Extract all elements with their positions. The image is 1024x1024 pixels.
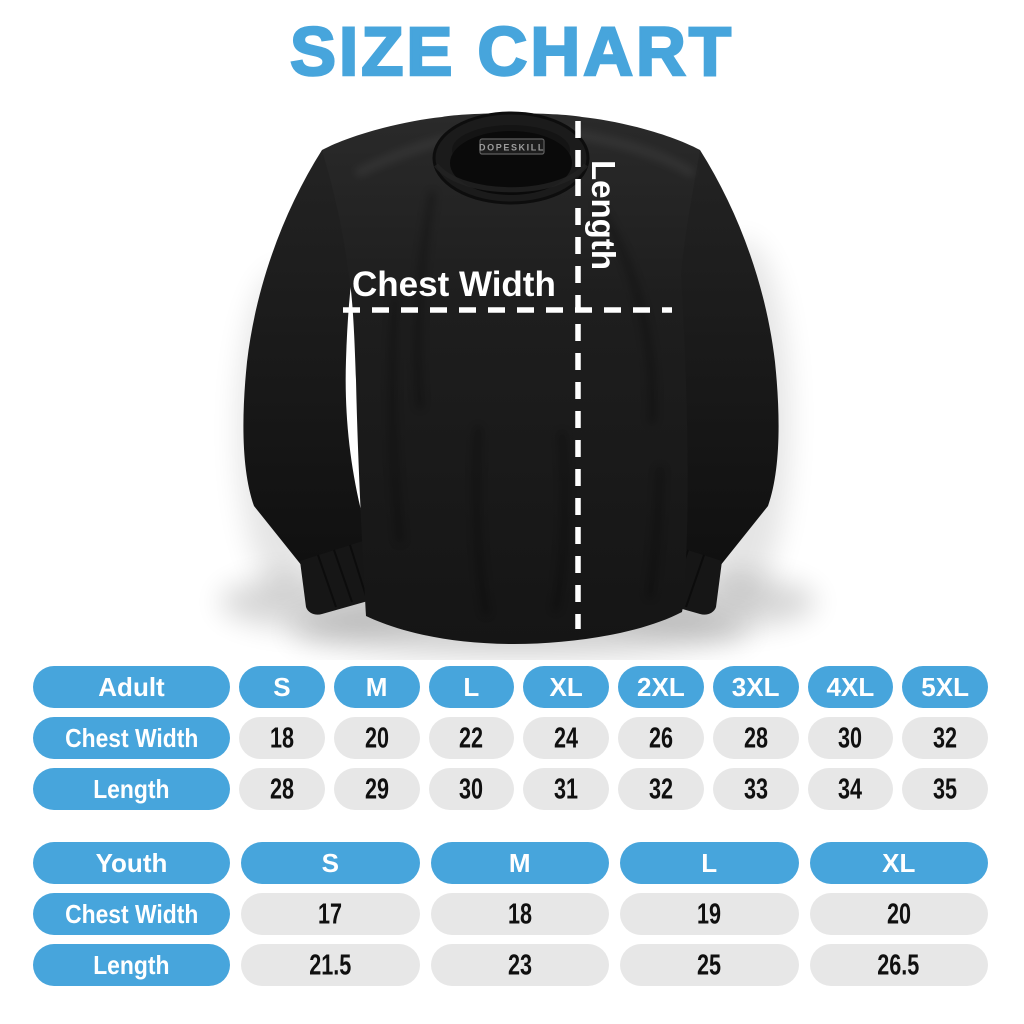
size-pill-xl: XL bbox=[523, 666, 609, 708]
adult-header-row: Adult S M L XL 2XL 3XL 4XL 5XL bbox=[33, 666, 988, 708]
youth-length-row: Length 21.5 23 25 26.5 bbox=[33, 944, 988, 986]
value-pill: 18 bbox=[239, 717, 325, 759]
size-pill-3xl: 3XL bbox=[712, 666, 799, 708]
shirt-body bbox=[322, 113, 700, 644]
adult-size-table: Adult S M L XL 2XL 3XL 4XL 5XL Chest Wid… bbox=[33, 666, 988, 810]
adult-chest-width-row: Chest Width 18 20 22 24 26 28 30 32 bbox=[33, 717, 988, 759]
value-pill: 22 bbox=[428, 717, 515, 759]
value-pill: 29 bbox=[333, 768, 420, 810]
value-pill: 19 bbox=[620, 893, 799, 935]
shirt-diagram: DOPESKILL Chest Width Length bbox=[0, 95, 1024, 660]
value-pill: 23 bbox=[430, 944, 609, 986]
row-label-pill: Length bbox=[33, 768, 230, 810]
youth-header-row: Youth S M L XL bbox=[33, 842, 988, 884]
collar: DOPESKILL bbox=[432, 111, 590, 205]
row-label-pill: Length bbox=[33, 944, 230, 986]
left-sleeve bbox=[243, 150, 385, 615]
value-pill: 35 bbox=[902, 768, 988, 810]
value-pill: 31 bbox=[523, 768, 609, 810]
value-pill: 24 bbox=[523, 717, 609, 759]
size-pill-s: S bbox=[239, 666, 325, 708]
row-label-pill: Chest Width bbox=[33, 717, 230, 759]
size-pill-l: L bbox=[428, 666, 515, 708]
value-pill: 20 bbox=[809, 893, 988, 935]
value-pill: 28 bbox=[712, 717, 799, 759]
brand-tag-label: DOPESKILL bbox=[479, 143, 545, 153]
value-pill: 33 bbox=[712, 768, 799, 810]
value-pill: 30 bbox=[428, 768, 515, 810]
value-pill: 32 bbox=[618, 768, 704, 810]
chest-width-label: Chest Width bbox=[352, 265, 556, 304]
adult-header-pill: Adult bbox=[33, 666, 230, 708]
value-pill: 28 bbox=[239, 768, 325, 810]
value-pill: 34 bbox=[807, 768, 894, 810]
size-pill-s: S bbox=[241, 842, 420, 884]
size-pill-m: M bbox=[430, 842, 609, 884]
value-pill: 20 bbox=[333, 717, 420, 759]
youth-header-pill: Youth bbox=[33, 842, 230, 884]
value-pill: 21.5 bbox=[241, 944, 420, 986]
brand-tag bbox=[479, 138, 545, 155]
value-pill: 18 bbox=[430, 893, 609, 935]
value-pill: 32 bbox=[902, 717, 988, 759]
size-pill-4xl: 4XL bbox=[807, 666, 894, 708]
page-title: SIZE CHART bbox=[289, 12, 734, 92]
value-pill: 17 bbox=[241, 893, 420, 935]
length-label: Length bbox=[585, 160, 622, 270]
size-pill-l: L bbox=[620, 842, 799, 884]
shirt-illustration: DOPESKILL Chest Width Length bbox=[220, 111, 816, 656]
adult-length-row: Length 28 29 30 31 32 33 34 35 bbox=[33, 768, 988, 810]
size-pill-5xl: 5XL bbox=[902, 666, 988, 708]
value-pill: 25 bbox=[620, 944, 799, 986]
size-pill-m: M bbox=[333, 666, 420, 708]
value-pill: 30 bbox=[807, 717, 894, 759]
value-pill: 26.5 bbox=[809, 944, 988, 986]
size-pill-xl: XL bbox=[809, 842, 988, 884]
youth-chest-width-row: Chest Width 17 18 19 20 bbox=[33, 893, 988, 935]
size-pill-2xl: 2XL bbox=[618, 666, 704, 708]
youth-size-table: Youth S M L XL Chest Width 17 18 19 20 L… bbox=[33, 842, 988, 986]
row-label-pill: Chest Width bbox=[33, 893, 230, 935]
value-pill: 26 bbox=[618, 717, 704, 759]
